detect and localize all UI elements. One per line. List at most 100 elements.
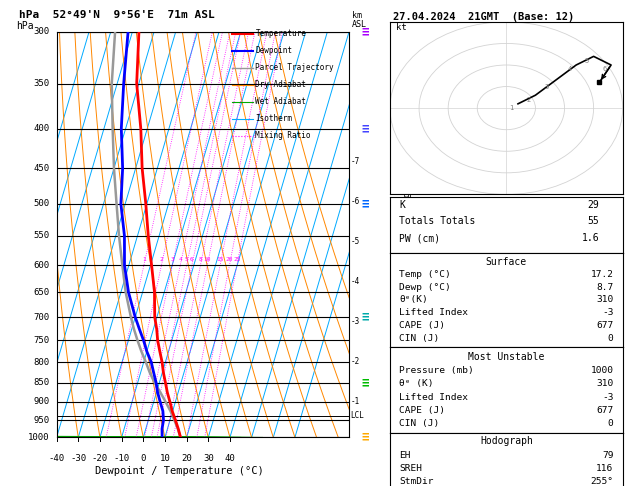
Text: 25: 25 [233, 257, 241, 262]
Text: -6: -6 [350, 197, 360, 207]
Text: -4: -4 [350, 278, 360, 286]
Text: 20: 20 [181, 453, 192, 463]
Text: 800: 800 [33, 358, 49, 367]
Text: 1000: 1000 [28, 433, 49, 442]
Text: -5: -5 [350, 238, 360, 246]
Text: km
ASL: km ASL [352, 11, 367, 29]
Text: θᵉ (K): θᵉ (K) [399, 380, 434, 388]
Text: 1: 1 [142, 257, 146, 262]
Text: K: K [399, 200, 405, 209]
Text: 350: 350 [33, 79, 49, 88]
Text: Dewp (°C): Dewp (°C) [399, 282, 451, 292]
Text: -20: -20 [92, 453, 108, 463]
Text: Hodograph: Hodograph [480, 436, 533, 446]
Text: ≡: ≡ [361, 197, 369, 210]
Text: kt: kt [396, 23, 406, 33]
Text: -40: -40 [48, 453, 65, 463]
Text: Temperature: Temperature [255, 29, 306, 38]
Text: 4: 4 [567, 67, 572, 72]
Text: Surface: Surface [486, 258, 527, 267]
Text: hPa: hPa [16, 21, 33, 31]
Text: 700: 700 [33, 312, 49, 322]
Text: Temp (°C): Temp (°C) [399, 270, 451, 279]
Text: 3: 3 [544, 84, 548, 90]
Text: StmDir: StmDir [399, 477, 434, 486]
Text: -10: -10 [114, 453, 130, 463]
Text: 400: 400 [33, 124, 49, 133]
Text: SREH: SREH [399, 464, 422, 473]
Text: -2: -2 [350, 357, 360, 366]
Text: 310: 310 [596, 295, 613, 304]
Text: 4: 4 [179, 257, 182, 262]
Text: 450: 450 [33, 164, 49, 173]
Text: 40: 40 [225, 453, 235, 463]
Text: 10: 10 [160, 453, 170, 463]
Text: 1.6: 1.6 [582, 233, 599, 243]
Text: 0: 0 [141, 453, 146, 463]
Text: -30: -30 [70, 453, 86, 463]
Text: 1000: 1000 [591, 366, 613, 375]
Text: 79: 79 [602, 451, 613, 460]
Text: 1: 1 [509, 105, 513, 111]
Text: ≡: ≡ [361, 122, 369, 135]
Text: -3: -3 [602, 393, 613, 401]
Text: 8: 8 [199, 257, 203, 262]
Text: 6: 6 [603, 67, 606, 72]
Text: 550: 550 [33, 231, 49, 241]
Text: 6: 6 [190, 257, 194, 262]
Text: LCL: LCL [350, 411, 364, 420]
Text: 2: 2 [526, 97, 531, 103]
Text: 0: 0 [608, 419, 613, 428]
Text: 55: 55 [587, 216, 599, 226]
Text: θᵉ(K): θᵉ(K) [399, 295, 428, 304]
Text: Dewpoint / Temperature (°C): Dewpoint / Temperature (°C) [95, 466, 264, 476]
Text: 310: 310 [596, 380, 613, 388]
Text: Mixing Ratio (g/kg): Mixing Ratio (g/kg) [403, 187, 412, 282]
Text: Pressure (mb): Pressure (mb) [399, 366, 474, 375]
Text: hPa  52°49'N  9°56'E  71m ASL: hPa 52°49'N 9°56'E 71m ASL [19, 10, 214, 20]
Text: 900: 900 [33, 398, 49, 406]
Text: -1: -1 [350, 398, 360, 406]
Text: CIN (J): CIN (J) [399, 334, 440, 343]
Text: 8.7: 8.7 [596, 282, 613, 292]
Text: 300: 300 [33, 27, 49, 36]
Text: 500: 500 [33, 199, 49, 208]
Text: Dewpoint: Dewpoint [255, 46, 292, 55]
Text: 29: 29 [587, 200, 599, 209]
Text: CIN (J): CIN (J) [399, 419, 440, 428]
Text: 5: 5 [185, 257, 189, 262]
Text: 20: 20 [226, 257, 233, 262]
Text: 5: 5 [585, 58, 589, 64]
Text: 0: 0 [608, 334, 613, 343]
Text: 750: 750 [33, 336, 49, 345]
Text: Lifted Index: Lifted Index [399, 308, 468, 317]
Text: 2: 2 [160, 257, 164, 262]
Text: Wet Adiabat: Wet Adiabat [255, 97, 306, 106]
Text: Mixing Ratio: Mixing Ratio [255, 131, 311, 140]
Text: PW (cm): PW (cm) [399, 233, 440, 243]
Text: 677: 677 [596, 406, 613, 415]
Text: Isotherm: Isotherm [255, 114, 292, 123]
Text: 650: 650 [33, 288, 49, 296]
Text: EH: EH [399, 451, 411, 460]
Text: 850: 850 [33, 378, 49, 387]
Text: -7: -7 [350, 157, 360, 166]
Text: 950: 950 [33, 416, 49, 425]
Text: 600: 600 [33, 260, 49, 270]
Text: CAPE (J): CAPE (J) [399, 406, 445, 415]
Text: 17.2: 17.2 [591, 270, 613, 279]
Text: 116: 116 [596, 464, 613, 473]
Text: -3: -3 [602, 308, 613, 317]
Text: ≡: ≡ [361, 311, 369, 324]
Text: 27.04.2024  21GMT  (Base: 12): 27.04.2024 21GMT (Base: 12) [393, 12, 574, 22]
Text: Totals Totals: Totals Totals [399, 216, 476, 226]
Text: 255°: 255° [591, 477, 613, 486]
Text: Parcel Trajectory: Parcel Trajectory [255, 63, 334, 72]
Text: 30: 30 [203, 453, 214, 463]
Text: 677: 677 [596, 321, 613, 330]
Text: 3: 3 [170, 257, 174, 262]
Text: Dry Adiabat: Dry Adiabat [255, 80, 306, 89]
Text: 10: 10 [204, 257, 211, 262]
Text: -3: -3 [350, 317, 360, 327]
Text: CAPE (J): CAPE (J) [399, 321, 445, 330]
